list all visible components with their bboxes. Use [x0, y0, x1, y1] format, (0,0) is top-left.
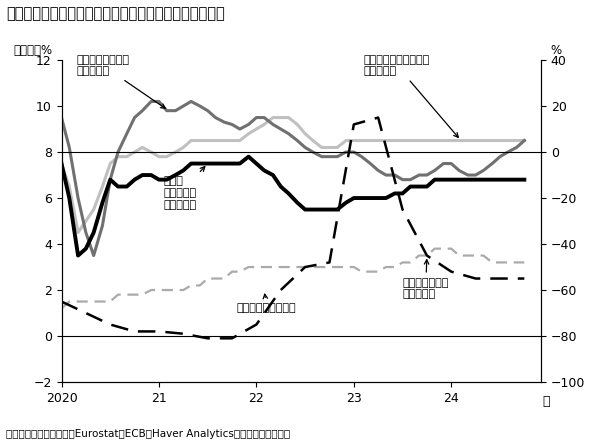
- Text: 妥結賃金（左目盛）: 妥結賃金（左目盛）: [237, 294, 296, 313]
- Text: 消費者
信頼感指数
（右目盛）: 消費者 信頼感指数 （右目盛）: [164, 167, 205, 209]
- Text: 年: 年: [543, 395, 550, 407]
- Text: 鉱工業景況感指数
（右目盛）: 鉱工業景況感指数 （右目盛）: [76, 55, 165, 108]
- Text: 『図表』　ユーロ圈の景況感指数と賣金・インフレ動向: 『図表』 ユーロ圈の景況感指数と賣金・インフレ動向: [6, 7, 225, 22]
- Text: 消費者物価指数
（左目盛）: 消費者物価指数 （左目盛）: [403, 260, 449, 299]
- Text: （出所）　欧州委員会、Eurostat、ECB、Haver Analyticsから大和総研作成。: （出所） 欧州委員会、Eurostat、ECB、Haver Analyticsか…: [6, 429, 290, 439]
- Text: %: %: [550, 44, 562, 57]
- Text: サービス業景況感指数
（右目盛）: サービス業景況感指数 （右目盛）: [364, 55, 458, 138]
- Text: 前年比、%: 前年比、%: [14, 44, 53, 57]
